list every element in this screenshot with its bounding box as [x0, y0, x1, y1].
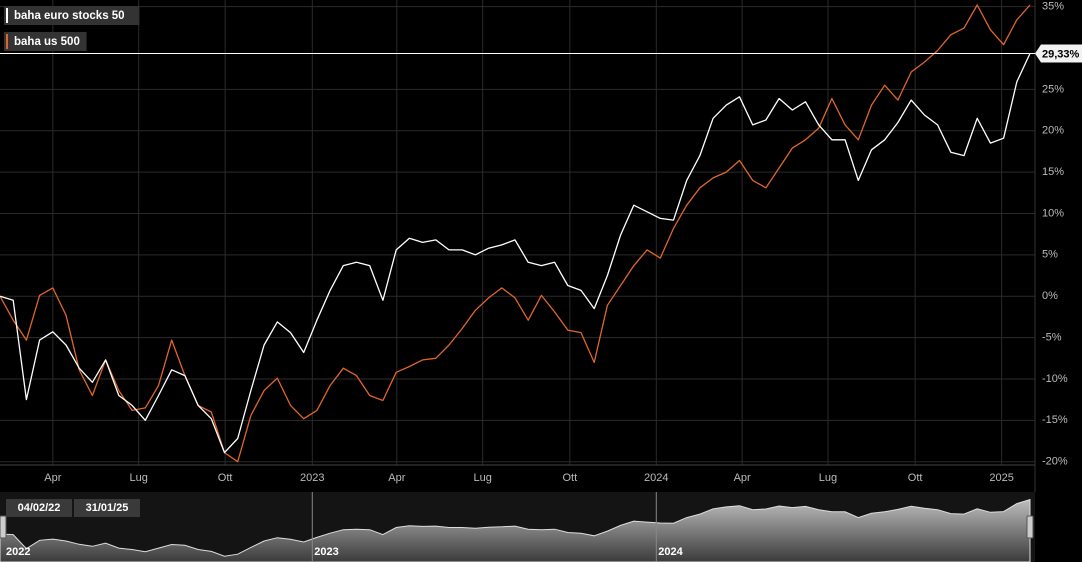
y-tick-label: 25% [1042, 83, 1064, 95]
x-tick-label: Lug [129, 472, 147, 484]
x-tick-label: Ott [218, 472, 233, 484]
last-value-box [1035, 44, 1082, 63]
x-tick-label: Ott [908, 472, 923, 484]
legend-box [4, 6, 140, 25]
date-box [6, 499, 72, 517]
x-tick-label: Apr [734, 472, 751, 484]
y-tick-label: 35% [1042, 1, 1064, 13]
y-tick-label: 15% [1042, 166, 1064, 178]
last-value-label: 29,33% [1042, 48, 1080, 60]
x-tick-label: 2023 [300, 472, 324, 484]
y-tick-label: 5% [1042, 249, 1058, 261]
y-tick-label: 0% [1042, 290, 1058, 302]
x-tick-label: Apr [388, 472, 405, 484]
x-tick-label: Apr [44, 472, 61, 484]
legend-swatch [6, 8, 8, 23]
y-tick-label: -20% [1042, 456, 1068, 468]
navigator-year: 2024 [658, 546, 683, 558]
legend-box [4, 32, 87, 51]
date-box [74, 499, 140, 517]
y-tick-label: -10% [1042, 373, 1068, 385]
x-tick-label: Lug [473, 472, 491, 484]
navigator-area [0, 498, 1031, 562]
navigator-handle[interactable] [0, 515, 7, 539]
y-tick-label: 20% [1042, 125, 1064, 137]
series-line [0, 53, 1031, 454]
start-date: 04/02/22 [18, 502, 61, 514]
legend-swatch [6, 34, 8, 49]
end-date: 31/01/25 [86, 502, 129, 514]
navigator-year: 2023 [314, 546, 338, 558]
navigator-handle[interactable] [1026, 515, 1034, 539]
y-tick-label: -15% [1042, 414, 1068, 426]
x-tick-label: Ott [562, 472, 577, 484]
x-tick-label: 2025 [989, 472, 1013, 484]
legend-label: baha us 500 [14, 36, 80, 48]
y-tick-label: -5% [1042, 331, 1062, 343]
x-tick-label: Lug [819, 472, 837, 484]
legend-label: baha euro stocks 50 [14, 10, 125, 22]
series-line [0, 4, 1031, 463]
x-tick-label: 2024 [644, 472, 668, 484]
y-tick-label: 10% [1042, 207, 1064, 219]
navigator-year: 2022 [6, 546, 30, 558]
